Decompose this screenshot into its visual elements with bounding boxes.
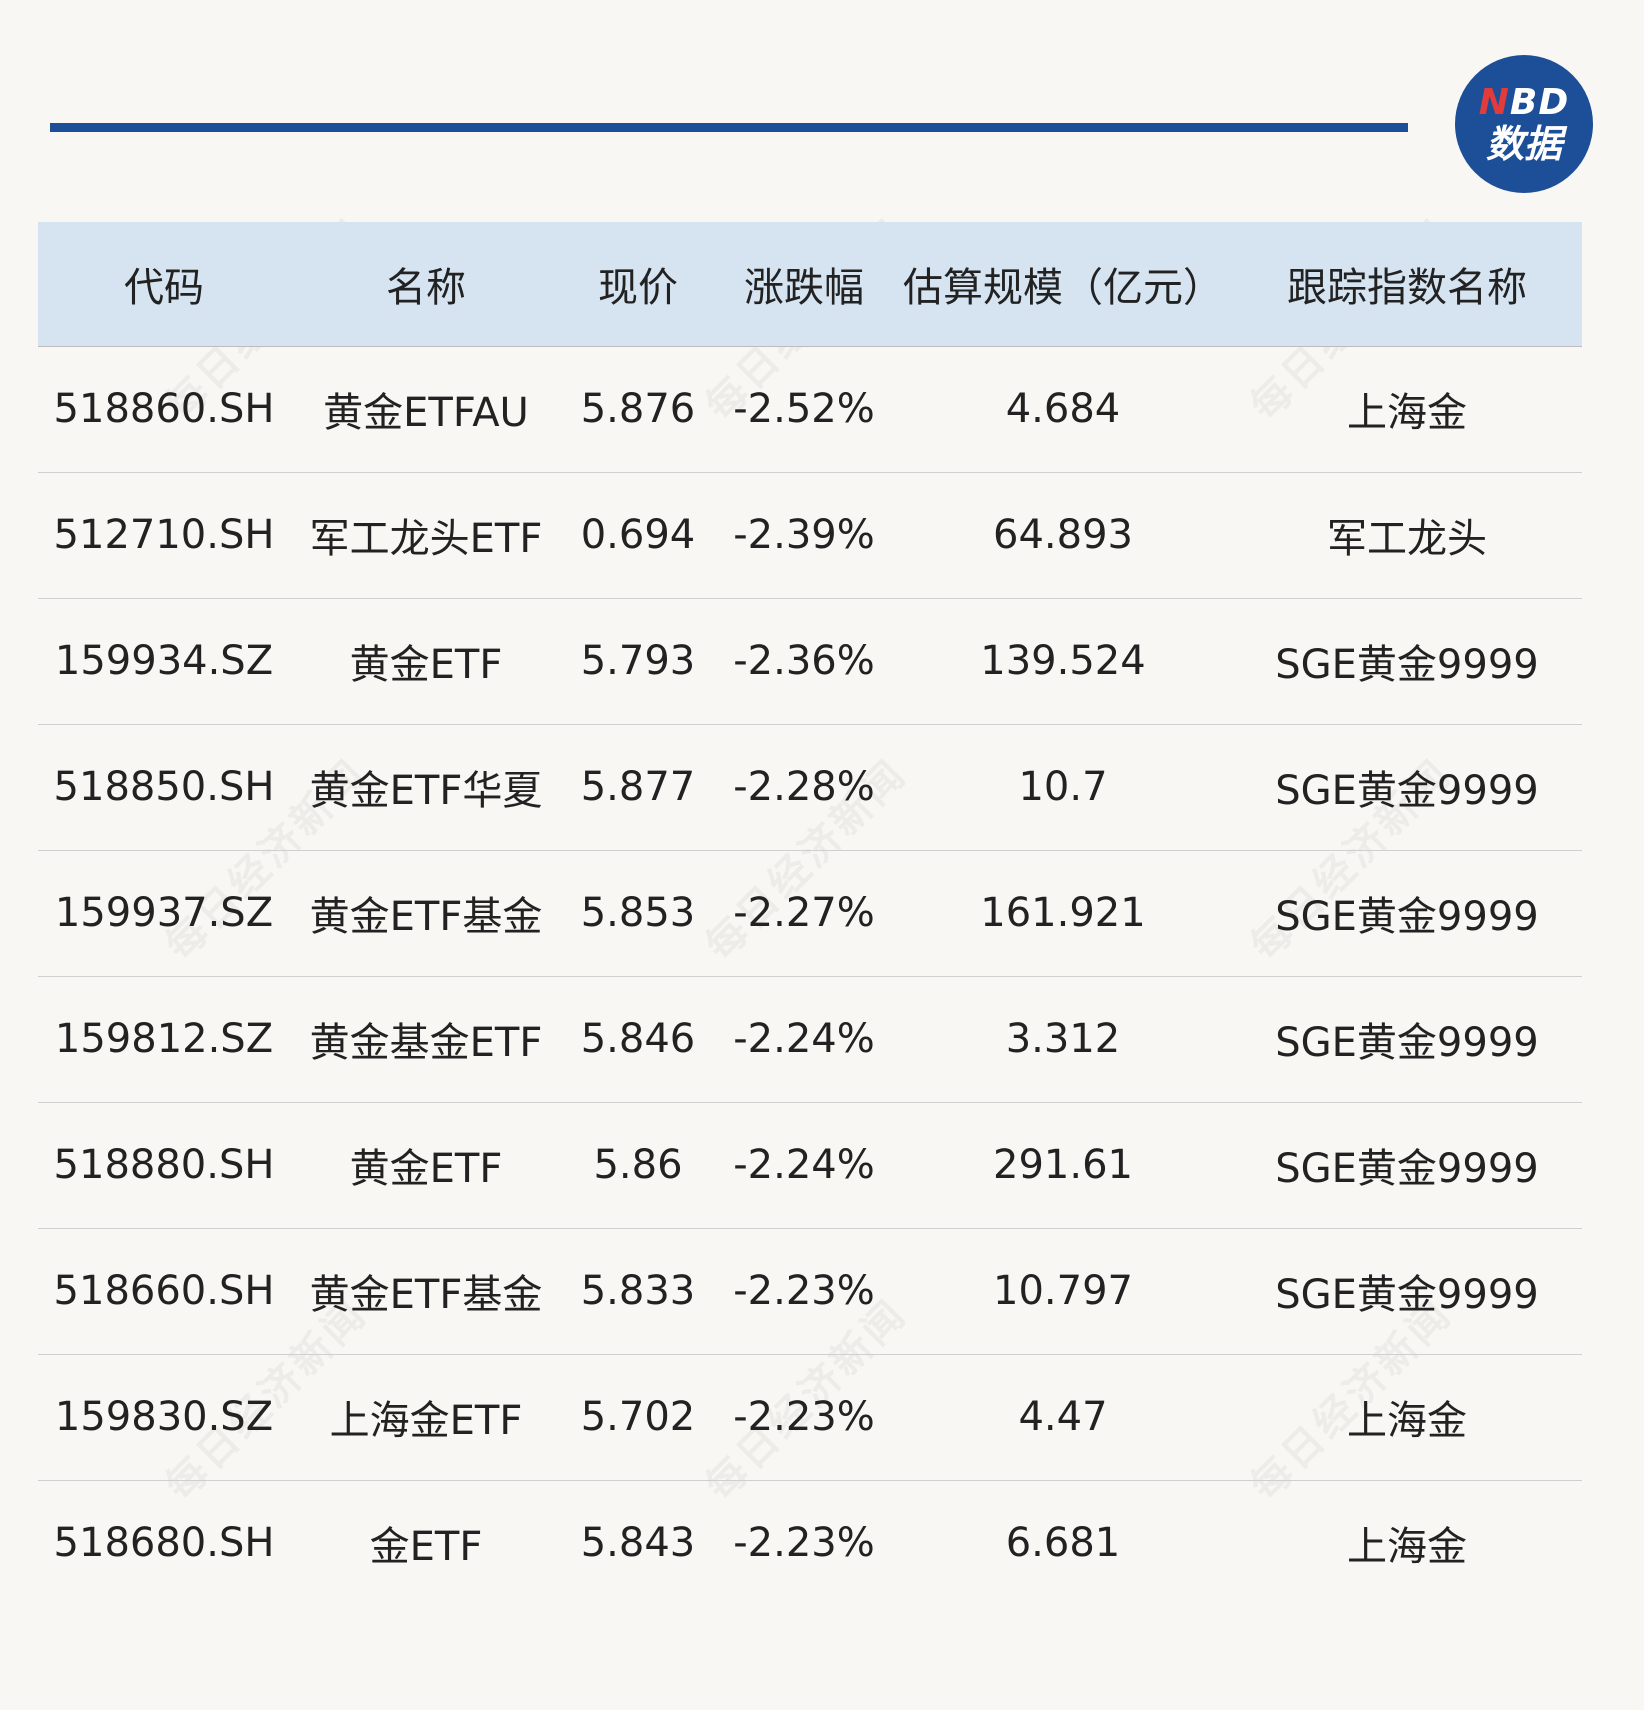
cell-change: -2.28%	[733, 764, 875, 810]
cell-change: -2.23%	[733, 1268, 875, 1314]
title-rule	[50, 123, 1408, 132]
cell-code: 518860.SH	[53, 386, 275, 432]
cell-code: 518680.SH	[53, 1520, 275, 1567]
cell-price: 5.877	[580, 764, 696, 810]
cell-index: 军工龙头	[1327, 516, 1487, 562]
table-row: 159812.SZ 黄金基金ETF 5.846 -2.24% 3.312 SGE黄金999…	[38, 976, 1582, 1102]
cell-code: 159937.SZ	[54, 890, 274, 936]
cell-change: -2.27%	[733, 890, 875, 936]
cell-name: 上海金ETF	[329, 1398, 523, 1444]
cell-scale: 4.47	[1018, 1394, 1108, 1440]
column-index-header: 跟踪指数名称	[1232, 222, 1582, 347]
cell-index: SGE黄金9999	[1275, 1272, 1539, 1318]
cell-index: SGE黄金9999	[1275, 642, 1539, 688]
cell-code: 518850.SH	[53, 764, 275, 810]
cell-price: 5.853	[580, 890, 696, 936]
nbd-logo: NBD 数据	[1455, 55, 1593, 193]
cell-price: 5.846	[580, 1016, 696, 1062]
cell-index: SGE黄金9999	[1275, 768, 1539, 814]
cell-name: 黄金ETF	[349, 642, 503, 688]
cell-change: -2.36%	[733, 638, 875, 684]
column-code-header: 代码	[38, 222, 290, 347]
column-price-header: 现价	[562, 222, 714, 347]
table-row: 518880.SH 黄金ETF 5.86 -2.24% 291.61 SGE黄金9999	[38, 1102, 1582, 1228]
cell-name: 黄金ETF基金	[309, 1272, 543, 1318]
cell-change: -2.23%	[733, 1520, 875, 1567]
column-change-header: 涨跌幅	[714, 222, 894, 347]
cell-index: SGE黄金9999	[1275, 1020, 1539, 1066]
cell-change: -2.24%	[733, 1016, 875, 1062]
cell-name: 黄金ETFAU	[323, 390, 529, 436]
table-row: 518850.SH 黄金ETF华夏 5.877 -2.28% 10.7 SGE黄金9999	[38, 724, 1582, 850]
logo-letters: NBD	[1479, 85, 1569, 121]
cell-price: 0.694	[580, 512, 696, 558]
logo-subtitle: 数据	[1485, 122, 1562, 166]
cell-price: 5.702	[580, 1394, 696, 1440]
cell-code: 159934.SZ	[54, 638, 274, 684]
table-row: 512710.SH 军工龙头ETF 0.694 -2.39% 64.893 军工龙头	[38, 472, 1582, 598]
cell-scale: 4.684	[1005, 386, 1121, 432]
cell-change: -2.52%	[733, 386, 875, 432]
cell-price: 5.793	[580, 638, 696, 684]
table-row: 159830.SZ 上海金ETF 5.702 -2.23% 4.47 上海金	[38, 1354, 1582, 1480]
cell-code: 159812.SZ	[54, 1016, 274, 1062]
cell-code: 512710.SH	[53, 512, 275, 558]
column-name-header: 名称	[290, 222, 562, 347]
cell-name: 黄金基金ETF	[309, 1020, 543, 1066]
cell-scale: 291.61	[993, 1142, 1133, 1188]
cell-name: 黄金ETF	[349, 1146, 503, 1192]
cell-change: -2.24%	[733, 1142, 875, 1188]
cell-scale: 10.797	[993, 1268, 1133, 1314]
cell-price: 5.833	[580, 1268, 696, 1314]
table-header-row: 代码 名称 现价 涨跌幅 估算规模（亿元） 跟踪指数名称	[38, 222, 1582, 347]
cell-name: 黄金ETF华夏	[309, 768, 543, 814]
cell-scale: 161.921	[980, 890, 1146, 936]
table-row: 518680.SH 金ETF 5.843 -2.23% 6.681 上海金	[38, 1480, 1582, 1606]
table-row: 159937.SZ 黄金ETF基金 5.853 -2.27% 161.921 SGE黄金9…	[38, 850, 1582, 976]
cell-index: SGE黄金9999	[1275, 894, 1539, 940]
cell-code: 518660.SH	[53, 1268, 275, 1314]
cell-index: SGE黄金9999	[1275, 1146, 1539, 1192]
table-body: 518860.SH 黄金ETFAU 5.876 -2.52% 4.684 上海金 51271…	[38, 346, 1582, 1606]
cell-name: 黄金ETF基金	[309, 894, 543, 940]
cell-index: 上海金	[1347, 1398, 1467, 1444]
table-row: 518860.SH 黄金ETFAU 5.876 -2.52% 4.684 上海金	[38, 346, 1582, 472]
table-row: 518660.SH 黄金ETF基金 5.833 -2.23% 10.797 SGE黄金99…	[38, 1228, 1582, 1354]
cell-scale: 3.312	[1005, 1016, 1121, 1062]
cell-price: 5.876	[580, 386, 696, 432]
cell-change: -2.23%	[733, 1394, 875, 1440]
cell-price: 5.86	[593, 1142, 683, 1188]
cell-index: 上海金	[1347, 390, 1467, 436]
cell-index: 上海金	[1347, 1524, 1467, 1571]
cell-scale: 10.7	[1018, 764, 1108, 810]
cell-scale: 139.524	[980, 638, 1146, 684]
table-row: 159934.SZ 黄金ETF 5.793 -2.36% 139.524 SGE黄金999…	[38, 598, 1582, 724]
cell-price: 5.843	[580, 1520, 696, 1567]
logo-n-letter: N	[1478, 82, 1510, 123]
cell-scale: 6.681	[1005, 1520, 1121, 1567]
cell-code: 159830.SZ	[54, 1394, 274, 1440]
cell-scale: 64.893	[993, 512, 1133, 558]
column-scale-header: 估算规模（亿元）	[894, 222, 1232, 347]
cell-name: 金ETF	[369, 1524, 483, 1571]
cell-change: -2.39%	[733, 512, 875, 558]
cell-name: 军工龙头ETF	[309, 516, 543, 562]
cell-code: 518880.SH	[53, 1142, 275, 1188]
etf-table: 代码 名称 现价 涨跌幅 估算规模（亿元） 跟踪指数名称 518860.SH 黄金ETFAU…	[38, 222, 1582, 1606]
logo-bd-letters: BD	[1509, 82, 1570, 123]
